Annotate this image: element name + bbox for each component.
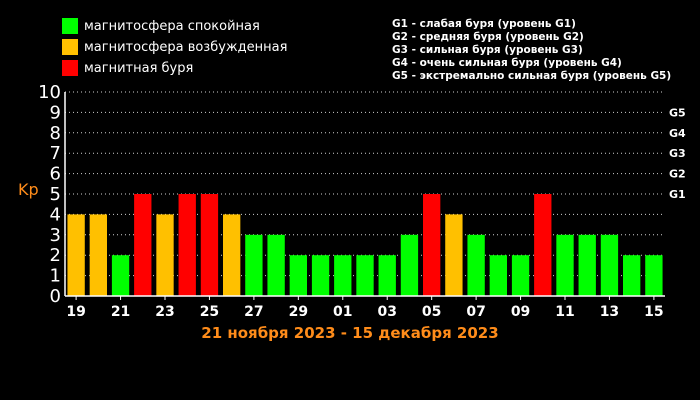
bar <box>89 214 107 296</box>
bar <box>645 255 663 296</box>
legend-swatch-quiet <box>62 18 78 34</box>
y-tick-label: 1 <box>50 266 61 287</box>
g-level-label: G3 <box>669 147 686 160</box>
bar <box>156 214 174 296</box>
legend-label-active: магнитосфера возбужденная <box>84 39 288 55</box>
bar <box>556 234 574 296</box>
legend-item-storm: магнитная буря <box>62 58 287 78</box>
bar <box>489 255 507 296</box>
y-tick-label: 8 <box>50 123 61 144</box>
bar <box>511 255 530 296</box>
bar <box>623 255 641 296</box>
bar <box>356 255 374 296</box>
x-tick-label: 13 <box>600 304 619 320</box>
x-tick-label: 29 <box>289 304 308 320</box>
bar <box>267 234 285 296</box>
g-level-label: G2 <box>669 168 686 181</box>
legend-label-storm: магнитная буря <box>84 60 194 76</box>
y-tick-label: 10 <box>38 82 61 103</box>
g-level-label: G4 <box>669 127 686 140</box>
bar <box>134 194 152 296</box>
legend-item-quiet: магнитосфера спокойная <box>62 16 287 36</box>
g-scale-line: G4 - очень сильная буря (уровень G4) <box>392 57 622 69</box>
bar <box>600 234 619 296</box>
g-scale-legend: G1 - слабая буря (уровень G1) G2 - средн… <box>392 18 671 83</box>
g-scale-line: G3 - сильная буря (уровень G3) <box>392 44 583 56</box>
x-tick-label: 05 <box>422 304 441 320</box>
bar <box>111 255 130 296</box>
y-tick-label: 4 <box>50 204 61 225</box>
y-axis-label: Kp <box>18 180 39 199</box>
bar <box>67 214 85 296</box>
bar <box>423 194 441 296</box>
bar <box>223 214 241 296</box>
bar <box>311 255 330 296</box>
bar <box>334 255 352 296</box>
g-scale-line: G2 - средняя буря (уровень G2) <box>392 31 584 43</box>
g-level-label: G1 <box>669 188 686 201</box>
bar <box>400 234 419 296</box>
x-tick-label: 03 <box>377 304 396 320</box>
y-tick-label: 7 <box>50 143 61 164</box>
bar <box>200 194 219 296</box>
bar <box>467 234 485 296</box>
legend: магнитосфера спокойная магнитосфера возб… <box>62 16 287 79</box>
bar <box>245 234 263 296</box>
x-tick-label: 19 <box>66 304 85 320</box>
legend-label-quiet: магнитосфера спокойная <box>84 18 260 34</box>
legend-item-active: магнитосфера возбужденная <box>62 37 287 57</box>
x-tick-label: 25 <box>200 304 219 320</box>
x-tick-label: 01 <box>333 304 352 320</box>
bar <box>289 255 307 296</box>
y-tick-label: 6 <box>50 164 61 185</box>
legend-swatch-active <box>62 39 78 55</box>
x-tick-label: 09 <box>511 304 530 320</box>
g-scale-line: G5 - экстремально сильная буря (уровень … <box>392 70 672 82</box>
legend-swatch-storm <box>62 60 78 76</box>
bar <box>378 255 396 296</box>
y-tick-label: 5 <box>50 184 61 205</box>
x-tick-label: 21 <box>111 304 130 320</box>
bar <box>178 194 196 296</box>
x-tick-label: 11 <box>555 304 574 320</box>
chart-title: 21 ноября 2023 - 15 декабря 2023 <box>201 324 499 342</box>
x-tick-label: 07 <box>466 304 485 320</box>
y-tick-label: 3 <box>50 225 61 246</box>
bar <box>578 234 596 296</box>
x-tick-label: 15 <box>644 304 663 320</box>
y-tick-label: 2 <box>50 245 61 266</box>
g-scale-line: G1 - слабая буря (уровень G1) <box>392 18 576 30</box>
bar <box>445 214 463 296</box>
bar <box>534 194 552 296</box>
g-level-label: G5 <box>669 106 686 119</box>
x-tick-label: 23 <box>155 304 174 320</box>
y-tick-label: 9 <box>50 102 61 123</box>
x-tick-label: 27 <box>244 304 263 320</box>
y-tick-label: 0 <box>50 286 61 307</box>
